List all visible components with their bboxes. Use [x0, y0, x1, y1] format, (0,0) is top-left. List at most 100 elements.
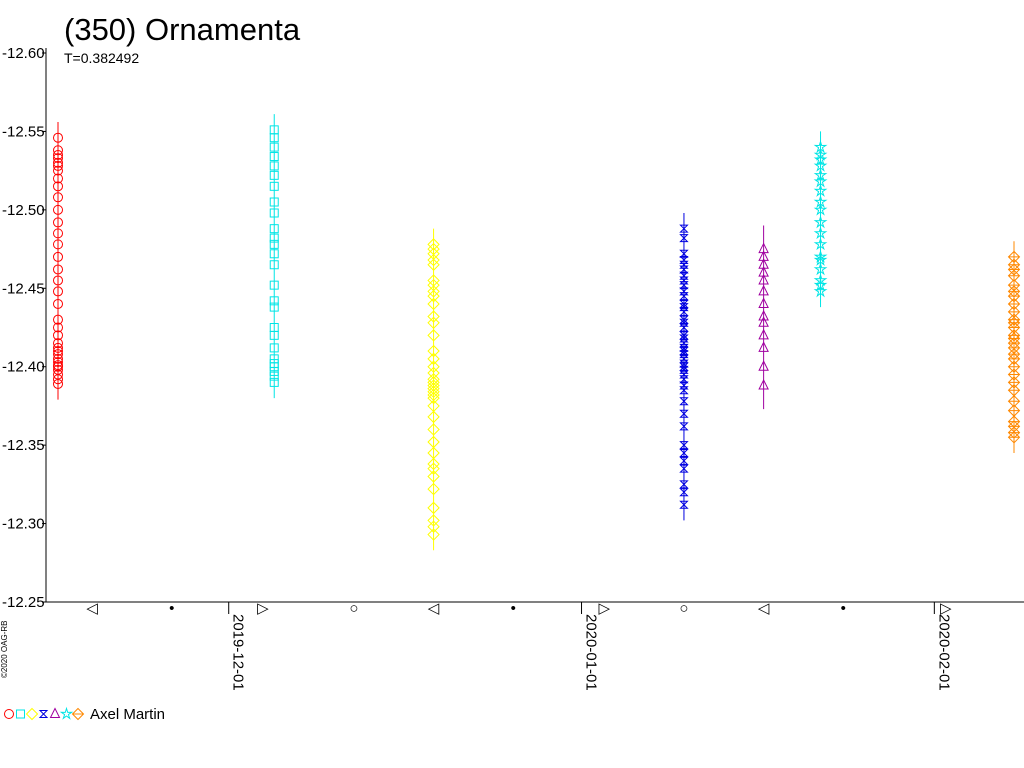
data-point [679, 480, 689, 489]
data-point [813, 249, 828, 263]
legend-symbol-circle [4, 709, 14, 719]
chart-subtitle: T=0.382492 [64, 50, 139, 66]
data-point [679, 464, 689, 473]
data-point [758, 258, 769, 269]
data-point [758, 284, 769, 296]
data-point [427, 501, 440, 515]
moon-phase-marker: ○ [679, 600, 688, 617]
data-point [53, 181, 63, 192]
data-point [427, 410, 440, 424]
data-point [1007, 297, 1021, 311]
data-point [758, 378, 769, 390]
data-point [1007, 313, 1021, 326]
data-point [427, 316, 440, 330]
data-point [1007, 329, 1021, 342]
data-point [1007, 285, 1021, 298]
data-point [427, 385, 440, 399]
series-4-hourglass [679, 212, 689, 521]
y-tick-label: -12.45 [2, 280, 45, 297]
data-point [679, 448, 689, 457]
data-point [427, 514, 440, 527]
data-point [269, 249, 279, 259]
data-point [53, 173, 63, 184]
data-point [427, 360, 440, 373]
data-point [269, 133, 279, 143]
moon-phase-marker: ○ [349, 600, 358, 617]
data-point [813, 273, 828, 287]
data-point [427, 382, 440, 395]
data-point [53, 346, 63, 357]
data-point [53, 353, 63, 364]
data-point [1007, 289, 1021, 303]
y-tick-label: -12.35 [2, 437, 45, 454]
moon-phase-marker: • [169, 600, 174, 617]
y-tick-label: -12.50 [2, 202, 45, 219]
data-point [53, 298, 63, 309]
data-point [427, 470, 440, 483]
data-point [53, 149, 63, 160]
data-point [53, 228, 63, 239]
data-point [679, 265, 689, 274]
moon-phase-marker: • [841, 600, 846, 617]
data-point [758, 273, 769, 285]
data-point [427, 258, 440, 271]
data-point [679, 323, 689, 332]
data-point [813, 262, 828, 276]
data-point [427, 373, 440, 386]
series-6-star [813, 131, 828, 308]
y-tick-label: -12.30 [2, 516, 45, 533]
data-point [53, 330, 63, 341]
data-point [679, 397, 689, 406]
data-point [53, 160, 63, 171]
data-point [269, 366, 279, 376]
y-tick-label: -12.60 [2, 45, 45, 62]
data-point [53, 132, 63, 143]
data-point [269, 152, 279, 162]
data-point [679, 409, 689, 418]
series-7-diamond-plus [1007, 241, 1021, 453]
data-point [269, 362, 279, 372]
copyright-text: ©2020 OAG-RB [0, 621, 9, 678]
data-point [427, 379, 440, 392]
legend-symbol-triangle [49, 707, 61, 718]
data-point [269, 142, 279, 152]
data-point [1007, 263, 1021, 276]
data-point [758, 341, 769, 352]
data-point [679, 347, 689, 356]
legend: Axel Martin [4, 706, 165, 723]
chart-title: (350) Ornamenta [64, 12, 301, 47]
data-point [53, 157, 63, 168]
data-point [427, 289, 440, 303]
data-point [53, 192, 63, 203]
legend-symbol-square [16, 709, 25, 719]
data-point [679, 500, 689, 509]
moon-phase-marker: ◁ [428, 600, 440, 617]
data-point [679, 307, 689, 316]
data-point [269, 224, 279, 234]
data-point [427, 352, 440, 366]
data-point [813, 284, 828, 298]
data-point [269, 296, 279, 306]
data-point [679, 422, 689, 431]
data-point [53, 357, 63, 368]
data-point [758, 265, 769, 277]
data-point [53, 145, 63, 156]
data-point [679, 375, 689, 384]
data-point [269, 302, 279, 312]
x-tick-label: 2019-12-01 [230, 614, 247, 691]
data-point [427, 238, 440, 251]
data-point [427, 528, 440, 541]
data-point [269, 239, 279, 249]
data-point [679, 249, 689, 258]
moon-phase-marker: • [511, 600, 516, 617]
moon-phase-markers: ◁ • ▷ ○ ◁ • ▷ ○ ◁ • ▷ [86, 600, 952, 617]
legend-symbol-hourglass [38, 710, 49, 718]
legend-symbol-star [59, 706, 74, 720]
data-point [679, 234, 689, 243]
data-point [427, 482, 440, 496]
data-point [269, 233, 279, 243]
data-point [269, 280, 279, 290]
data-point [813, 215, 828, 229]
data-point [269, 371, 279, 381]
data-point [679, 359, 689, 368]
